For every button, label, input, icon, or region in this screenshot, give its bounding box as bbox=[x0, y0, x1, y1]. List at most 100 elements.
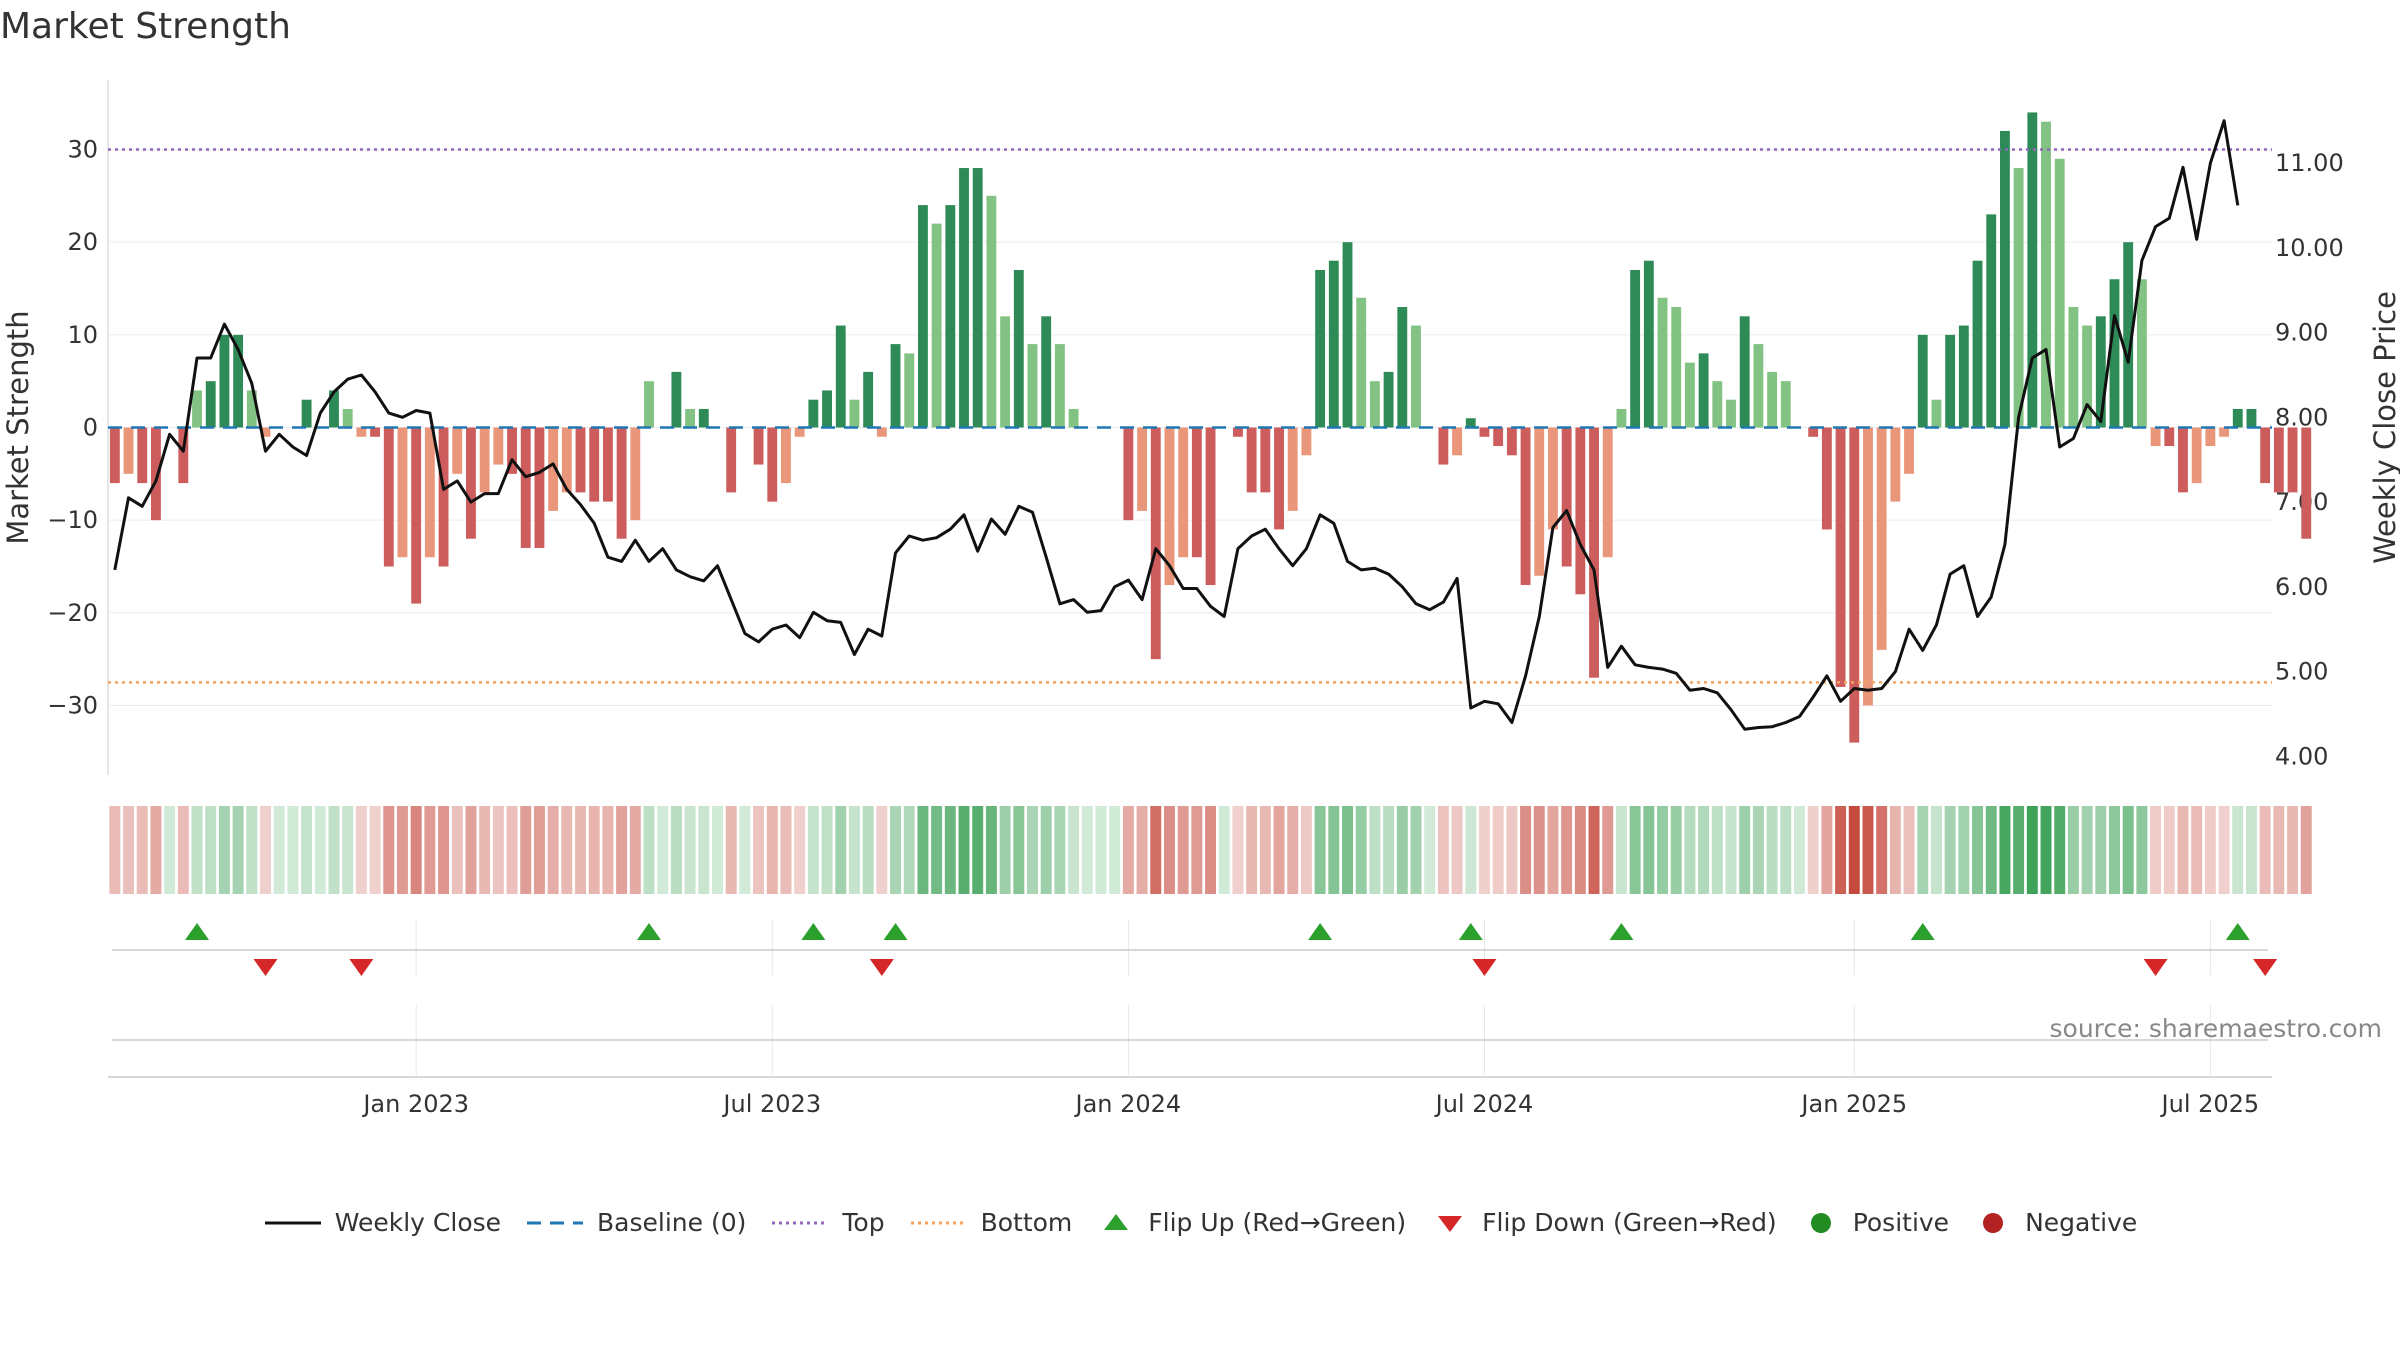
strength-heat-cell bbox=[2136, 806, 2148, 894]
strength-bar bbox=[329, 390, 339, 428]
strength-bar bbox=[1000, 316, 1011, 428]
strength-bar bbox=[109, 427, 120, 484]
strength-heat-cell bbox=[1300, 806, 1312, 894]
strength-heat-cell bbox=[931, 806, 943, 894]
strength-heat-cell bbox=[2287, 806, 2299, 894]
strength-heat-cell bbox=[2040, 806, 2052, 894]
strength-bar bbox=[1561, 427, 1572, 567]
strength-heat-cell bbox=[917, 806, 929, 894]
strength-bar bbox=[479, 427, 490, 493]
strength-bar bbox=[2136, 279, 2147, 428]
strength-bar bbox=[192, 390, 202, 428]
strength-heat-cell bbox=[712, 806, 723, 894]
strength-heat-cell bbox=[1547, 806, 1559, 894]
strength-heat-cell bbox=[1246, 806, 1258, 894]
strength-heat-cell bbox=[1917, 806, 1929, 894]
strength-heat-cell bbox=[972, 806, 984, 894]
strength-heat-cell bbox=[575, 806, 586, 894]
strength-heat-cell bbox=[1465, 806, 1477, 894]
strength-bar bbox=[1821, 427, 1832, 530]
strength-heat-cell bbox=[1095, 806, 1107, 894]
strength-bar bbox=[1863, 427, 1873, 706]
strength-heat-cell bbox=[164, 806, 176, 894]
legend-item-bottom: Bottom bbox=[909, 1208, 1072, 1237]
x-tick-label: Jul 2023 bbox=[721, 1090, 821, 1118]
strength-bar bbox=[1438, 427, 1449, 465]
strength-bar bbox=[931, 223, 942, 428]
strength-bar bbox=[2287, 427, 2298, 493]
flip-down-marker bbox=[253, 959, 278, 976]
flip-down-marker bbox=[2143, 959, 2168, 976]
x-tick-label: Jan 2025 bbox=[1799, 1090, 1907, 1118]
x-tick-label: Jul 2025 bbox=[2160, 1090, 2260, 1118]
strength-heat-cell bbox=[890, 806, 902, 894]
strength-heat-cell bbox=[191, 806, 203, 894]
strength-bar bbox=[1369, 381, 1380, 428]
strength-heat-cell bbox=[1930, 806, 1942, 894]
flip-down-marker bbox=[349, 959, 374, 976]
strength-heat-cell bbox=[848, 806, 860, 894]
strength-bar bbox=[1191, 427, 1202, 558]
strength-bar bbox=[698, 408, 709, 428]
legend-item-top: Top bbox=[770, 1208, 885, 1237]
strength-heat-cell bbox=[1314, 806, 1326, 894]
strength-bar bbox=[1972, 260, 1983, 428]
strength-bar bbox=[726, 427, 737, 493]
strength-bar bbox=[835, 325, 846, 428]
strength-bar bbox=[1315, 269, 1326, 428]
strength-heat-cell bbox=[1903, 806, 1915, 894]
strength-heat-cell bbox=[2095, 806, 2107, 894]
strength-bar bbox=[219, 334, 230, 428]
y2-tick-label: 11.00 bbox=[2275, 149, 2344, 177]
strength-bar bbox=[246, 390, 257, 428]
strength-heat-cell bbox=[438, 806, 450, 894]
strength-heat-cell bbox=[1684, 806, 1696, 894]
strength-bar bbox=[1520, 427, 1531, 586]
strength-bar bbox=[1630, 269, 1641, 428]
strength-bar bbox=[1246, 427, 1257, 493]
strength-bar bbox=[2219, 427, 2229, 437]
y-tick-label: −30 bbox=[47, 692, 98, 720]
strength-heat-cell bbox=[876, 806, 888, 894]
strength-bar bbox=[1986, 214, 1997, 428]
strength-heat-cell bbox=[136, 806, 148, 894]
strength-heat-cell bbox=[739, 806, 751, 894]
strength-bar bbox=[2301, 427, 2312, 539]
legend-item-negative: Negative bbox=[1973, 1208, 2137, 1237]
strength-heat-cell bbox=[958, 806, 970, 894]
strength-bar bbox=[2260, 427, 2271, 484]
y-tick-label: −20 bbox=[47, 599, 98, 627]
strength-bar bbox=[1808, 427, 1819, 437]
strength-heat-cell bbox=[1780, 806, 1792, 894]
strength-bar bbox=[671, 371, 682, 428]
strength-heat-cell bbox=[1862, 806, 1874, 894]
strength-bar bbox=[1876, 427, 1887, 650]
strength-bar bbox=[1589, 427, 1599, 678]
strength-heat-cell bbox=[246, 806, 258, 894]
strength-bar bbox=[1712, 381, 1723, 428]
strength-heat-cell bbox=[1588, 806, 1600, 894]
strength-heat-cell bbox=[1013, 806, 1025, 894]
weekly-close-line bbox=[113, 119, 2240, 731]
strength-bar bbox=[822, 390, 832, 428]
strength-heat-cell bbox=[1876, 806, 1888, 894]
strength-bar bbox=[1726, 399, 1736, 428]
strength-bar bbox=[1260, 427, 1271, 493]
y2-tick-label: 10.00 bbox=[2275, 234, 2344, 262]
strength-bar bbox=[1397, 307, 1408, 428]
strength-bar bbox=[1671, 307, 1682, 428]
strength-bar bbox=[1233, 427, 1243, 437]
strength-bar bbox=[1534, 427, 1545, 576]
legend-item-positive: Positive bbox=[1801, 1208, 1949, 1237]
strength-bar bbox=[2095, 316, 2106, 428]
strength-heat-cell bbox=[2232, 806, 2244, 894]
legend-item-flip-down: Flip Down (Green→Red) bbox=[1430, 1208, 1777, 1237]
strength-heat-cell bbox=[232, 806, 244, 894]
strength-bar bbox=[1575, 427, 1586, 595]
strength-heat-cell bbox=[999, 806, 1011, 894]
strength-bar bbox=[972, 168, 983, 428]
strength-bar bbox=[2246, 408, 2257, 428]
flip-up-marker bbox=[1458, 923, 1483, 940]
strength-bar bbox=[301, 399, 312, 428]
strength-bar bbox=[1835, 427, 1846, 687]
